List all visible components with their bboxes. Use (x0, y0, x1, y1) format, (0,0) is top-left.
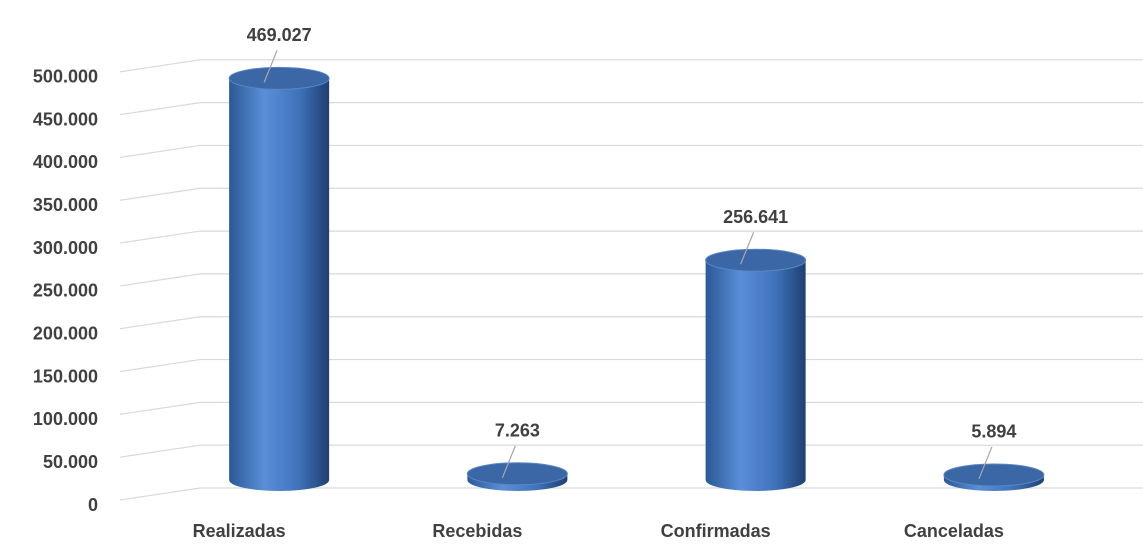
y-tick-label: 200.000 (33, 323, 98, 343)
value-label: 5.894 (971, 422, 1016, 442)
leader-line (263, 50, 278, 83)
value-label: 7.263 (495, 421, 540, 441)
y-tick-label: 500.000 (33, 67, 98, 87)
bar-top (228, 66, 330, 90)
grid-line (119, 59, 1143, 73)
y-tick-label: 450.000 (33, 109, 98, 129)
leader-line (501, 445, 516, 479)
grid-line (119, 102, 1143, 116)
grid-line (119, 273, 1143, 287)
y-tick-label: 250.000 (33, 281, 98, 301)
value-label: 256.641 (723, 207, 788, 227)
grid-line (119, 230, 1143, 244)
value-label: 469.027 (247, 25, 312, 45)
bar-top (943, 463, 1045, 487)
bar (705, 260, 806, 491)
leader-line (978, 446, 993, 480)
grid-line (119, 401, 1143, 415)
grid-line (119, 187, 1143, 201)
y-tick-label: 0 (88, 495, 98, 515)
grid-line (119, 144, 1143, 159)
x-tick-label: Confirmadas (661, 521, 771, 541)
bar-top (705, 248, 807, 272)
leader-line (740, 231, 755, 265)
y-tick-label: 150.000 (33, 366, 98, 386)
x-tick-label: Recebidas (432, 521, 522, 541)
x-tick-label: Realizadas (193, 521, 286, 541)
grid-line (119, 487, 1143, 501)
y-tick-label: 350.000 (33, 195, 98, 215)
y-tick-label: 100.000 (33, 409, 98, 429)
bar-top (466, 462, 568, 486)
x-tick-label: Canceladas (904, 521, 1004, 541)
bar (229, 78, 330, 491)
grid-line (119, 316, 1143, 330)
y-tick-label: 50.000 (43, 452, 98, 472)
y-tick-label: 400.000 (33, 152, 98, 172)
grid-line (119, 444, 1143, 458)
grid-line (119, 358, 1143, 373)
y-tick-label: 300.000 (33, 238, 98, 258)
